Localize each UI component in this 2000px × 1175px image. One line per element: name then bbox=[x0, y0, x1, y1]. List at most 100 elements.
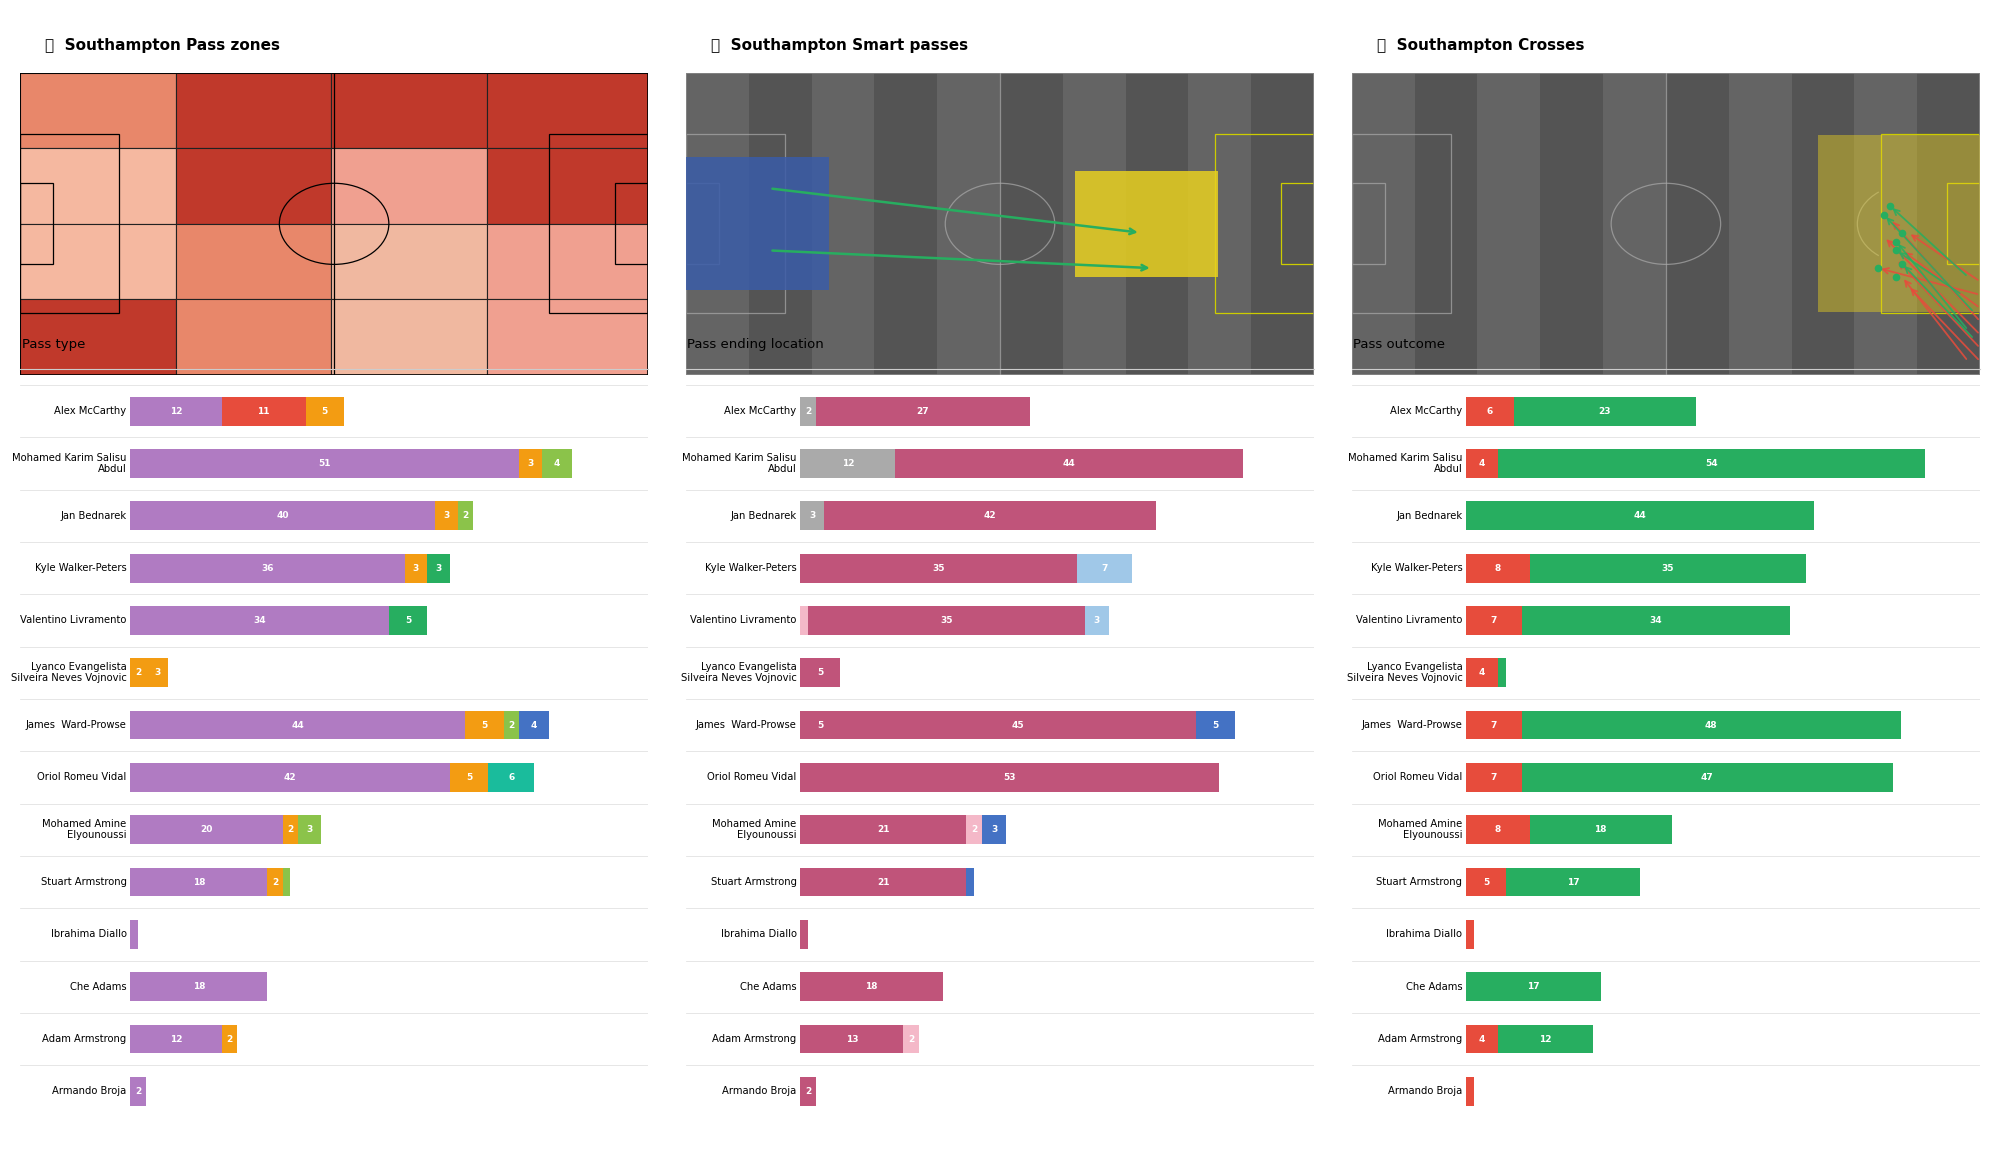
Bar bbox=[1414, 73, 1478, 375]
Text: James  Ward-Prowse: James Ward-Prowse bbox=[26, 720, 126, 730]
Text: Adam Armstrong: Adam Armstrong bbox=[42, 1034, 126, 1045]
Text: Che Adams: Che Adams bbox=[70, 982, 126, 992]
Text: 20: 20 bbox=[200, 825, 212, 834]
Text: 3: 3 bbox=[436, 564, 442, 572]
Bar bbox=[130, 658, 146, 687]
Point bbox=[1874, 196, 1906, 215]
Text: 35: 35 bbox=[940, 616, 952, 625]
Text: Valentino Livramento: Valentino Livramento bbox=[1356, 616, 1462, 625]
Bar bbox=[1062, 73, 1126, 375]
Text: 2: 2 bbox=[972, 825, 978, 834]
Bar bbox=[20, 134, 118, 314]
Text: Kyle Walker-Peters: Kyle Walker-Peters bbox=[1370, 563, 1462, 573]
Text: 18: 18 bbox=[1594, 825, 1606, 834]
Text: 3: 3 bbox=[810, 511, 816, 521]
Bar bbox=[1000, 73, 1062, 375]
Text: 4: 4 bbox=[1478, 459, 1486, 468]
Bar bbox=[1498, 449, 1924, 478]
Text: 8: 8 bbox=[1494, 825, 1502, 834]
Point bbox=[1880, 268, 1912, 287]
Text: Adam Armstrong: Adam Armstrong bbox=[712, 1034, 796, 1045]
Bar bbox=[1126, 73, 1188, 375]
Bar bbox=[332, 223, 486, 300]
Bar bbox=[1466, 1077, 1474, 1106]
Bar bbox=[1514, 397, 1696, 425]
Bar bbox=[20, 148, 176, 224]
Bar bbox=[1466, 920, 1474, 948]
Text: 47: 47 bbox=[1702, 773, 1714, 781]
Bar bbox=[282, 815, 298, 844]
Text: 2: 2 bbox=[462, 511, 468, 521]
Text: Alex McCarthy: Alex McCarthy bbox=[724, 407, 796, 416]
Text: 5: 5 bbox=[1212, 720, 1218, 730]
Bar bbox=[1282, 183, 1314, 264]
Text: 6: 6 bbox=[508, 773, 514, 781]
Bar bbox=[486, 73, 648, 148]
Text: 3: 3 bbox=[444, 511, 450, 521]
Bar bbox=[824, 502, 1156, 530]
Bar bbox=[800, 973, 942, 1001]
Text: 18: 18 bbox=[192, 982, 206, 992]
Text: 2: 2 bbox=[908, 1034, 914, 1043]
Bar bbox=[1478, 73, 1540, 375]
Text: 3: 3 bbox=[1094, 616, 1100, 625]
Bar bbox=[1466, 711, 1522, 739]
Bar bbox=[176, 300, 332, 375]
Text: 12: 12 bbox=[170, 407, 182, 416]
Bar bbox=[896, 449, 1242, 478]
Text: Kyle Walker-Peters: Kyle Walker-Peters bbox=[704, 563, 796, 573]
Bar bbox=[518, 711, 550, 739]
Bar bbox=[428, 553, 450, 583]
Bar bbox=[1522, 606, 1790, 635]
Text: 40: 40 bbox=[276, 511, 288, 521]
Bar bbox=[486, 300, 648, 375]
Text: Armando Broja: Armando Broja bbox=[722, 1087, 796, 1096]
Bar bbox=[1948, 183, 1980, 264]
Text: Kyle Walker-Peters: Kyle Walker-Peters bbox=[34, 563, 126, 573]
Text: 6: 6 bbox=[1486, 407, 1494, 416]
Bar bbox=[130, 553, 404, 583]
Text: 12: 12 bbox=[170, 1034, 182, 1043]
Text: Pass outcome: Pass outcome bbox=[1354, 338, 1446, 351]
Bar bbox=[982, 815, 1006, 844]
Bar bbox=[518, 449, 542, 478]
Bar bbox=[816, 397, 1030, 425]
Bar bbox=[616, 183, 648, 264]
Bar bbox=[1352, 183, 1384, 264]
Bar bbox=[1506, 867, 1640, 897]
Text: Mohamed Amine
Elyounoussi: Mohamed Amine Elyounoussi bbox=[1378, 819, 1462, 840]
Text: 44: 44 bbox=[1634, 511, 1646, 521]
Point bbox=[1880, 241, 1912, 260]
Bar bbox=[130, 397, 222, 425]
Text: 54: 54 bbox=[1706, 459, 1718, 468]
Bar bbox=[1466, 449, 1498, 478]
Bar bbox=[1352, 73, 1414, 375]
Text: James  Ward-Prowse: James Ward-Prowse bbox=[1362, 720, 1462, 730]
Text: 3: 3 bbox=[306, 825, 312, 834]
Bar bbox=[1466, 553, 1530, 583]
Bar bbox=[1466, 658, 1498, 687]
Bar bbox=[20, 300, 176, 375]
Text: Valentino Livramento: Valentino Livramento bbox=[690, 616, 796, 625]
Text: 17: 17 bbox=[1528, 982, 1540, 992]
Point bbox=[1868, 206, 1900, 224]
Bar bbox=[686, 157, 830, 290]
Text: 7: 7 bbox=[1490, 773, 1498, 781]
Text: Stuart Armstrong: Stuart Armstrong bbox=[40, 877, 126, 887]
Bar bbox=[800, 815, 966, 844]
Text: Oriol Romeu Vidal: Oriol Romeu Vidal bbox=[1374, 772, 1462, 783]
Text: Mohamed Karim Salisu
Abdul: Mohamed Karim Salisu Abdul bbox=[1348, 454, 1462, 474]
Bar bbox=[1604, 73, 1666, 375]
Text: 2: 2 bbox=[134, 1087, 142, 1096]
Bar bbox=[222, 1025, 238, 1054]
Text: 5: 5 bbox=[1484, 878, 1490, 887]
Text: Jan Bednarek: Jan Bednarek bbox=[60, 511, 126, 521]
Bar bbox=[1498, 658, 1506, 687]
Bar bbox=[306, 397, 344, 425]
Text: 7: 7 bbox=[1490, 720, 1498, 730]
Text: 2: 2 bbox=[272, 878, 278, 887]
Text: 4: 4 bbox=[1478, 669, 1486, 677]
Bar bbox=[130, 606, 390, 635]
Text: Mohamed Amine
Elyounoussi: Mohamed Amine Elyounoussi bbox=[42, 819, 126, 840]
Text: Ibrahima Diallo: Ibrahima Diallo bbox=[50, 929, 126, 939]
